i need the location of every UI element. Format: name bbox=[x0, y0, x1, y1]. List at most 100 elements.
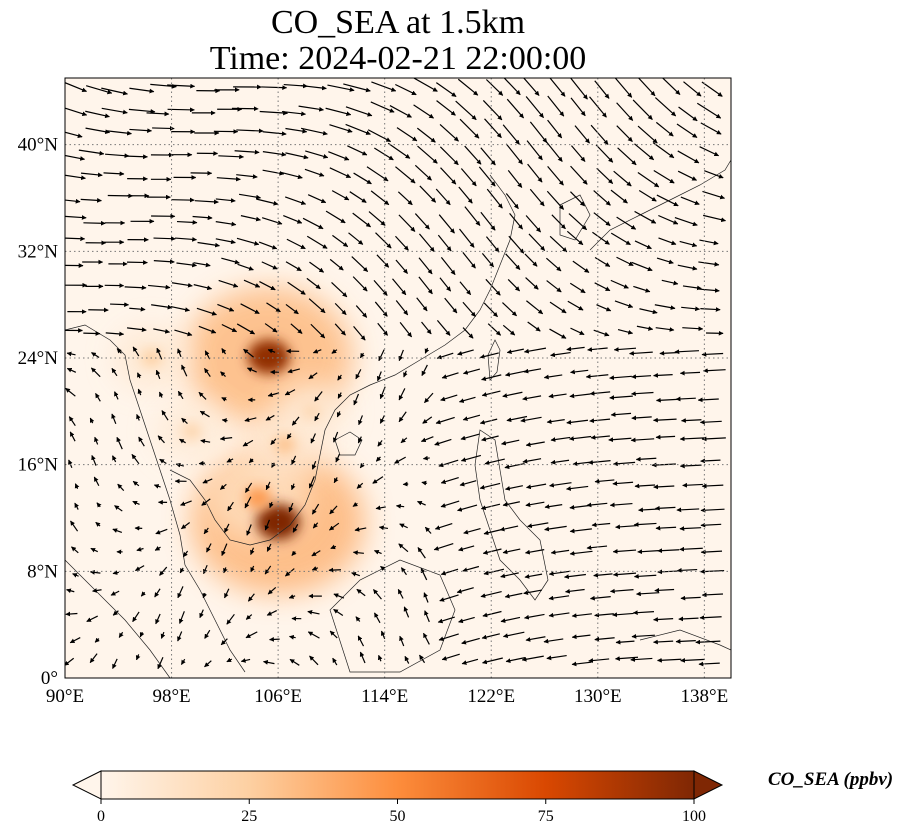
wind-arrow bbox=[171, 282, 193, 288]
wind-arrow bbox=[153, 484, 161, 489]
wind-arrow bbox=[637, 125, 658, 144]
wind-arrow bbox=[438, 214, 455, 234]
wind-arrow bbox=[261, 85, 288, 91]
wind-arrow bbox=[285, 127, 308, 134]
wind-arrow bbox=[94, 436, 99, 445]
wind-arrow bbox=[223, 588, 230, 599]
wind-arrow bbox=[306, 235, 328, 249]
wind-arrow bbox=[287, 368, 301, 374]
wind-arrow bbox=[290, 483, 296, 491]
wind-arrow bbox=[221, 348, 227, 355]
wind-arrow bbox=[676, 567, 698, 573]
wind-arrow bbox=[417, 547, 426, 559]
wind-arrow bbox=[290, 323, 303, 334]
wind-arrow bbox=[367, 129, 392, 143]
wind-arrow bbox=[574, 125, 591, 144]
wind-arrow bbox=[310, 323, 326, 339]
wind-arrow bbox=[152, 126, 175, 131]
wind-arrow bbox=[376, 254, 390, 268]
wind-arrow bbox=[674, 349, 699, 355]
wind-arrow bbox=[484, 458, 505, 466]
wind-arrow bbox=[615, 639, 635, 645]
wind-arrow bbox=[424, 347, 430, 354]
lat-tick-label: 16°N bbox=[18, 455, 59, 476]
wind-arrow bbox=[129, 128, 152, 134]
wind-arrow bbox=[177, 390, 184, 400]
wind-arrow bbox=[461, 658, 479, 665]
wind-arrow bbox=[525, 96, 544, 119]
wind-arrow bbox=[69, 431, 76, 442]
wind-arrow bbox=[396, 127, 418, 142]
wind-arrow bbox=[570, 369, 589, 375]
wind-arrow bbox=[250, 565, 255, 573]
wind-arrow bbox=[550, 549, 570, 555]
wind-arrow bbox=[262, 169, 285, 176]
wind-arrow bbox=[215, 238, 236, 245]
wind-arrow bbox=[289, 658, 300, 666]
wind-arrow bbox=[289, 634, 296, 640]
wind-arrow bbox=[702, 190, 725, 200]
wind-arrow bbox=[377, 440, 383, 447]
wind-arrow bbox=[616, 125, 633, 143]
wind-arrow bbox=[506, 98, 525, 119]
wind-arrow bbox=[595, 144, 614, 163]
wind-arrow bbox=[609, 588, 634, 594]
wind-arrow bbox=[681, 418, 702, 423]
wind-arrow bbox=[372, 476, 384, 484]
wind-arrow bbox=[288, 502, 294, 513]
wind-arrow bbox=[307, 194, 327, 204]
wind-arrow bbox=[264, 565, 272, 575]
wind-arrow bbox=[525, 636, 546, 642]
wind-arrow bbox=[677, 150, 700, 164]
wind-arrow bbox=[267, 392, 280, 398]
wind-arrow bbox=[375, 232, 392, 249]
wind-arrow bbox=[700, 307, 721, 312]
wind-arrow bbox=[197, 241, 220, 248]
wind-arrow bbox=[590, 434, 610, 440]
wind-arrow bbox=[136, 546, 144, 552]
wind-arrow bbox=[116, 436, 123, 450]
wind-arrow bbox=[129, 306, 146, 312]
wind-arrow bbox=[414, 213, 430, 230]
wind-arrow bbox=[679, 463, 702, 469]
wind-arrow bbox=[65, 236, 86, 242]
wind-arrow bbox=[481, 633, 500, 640]
wind-arrow bbox=[652, 142, 675, 159]
wind-arrow bbox=[596, 167, 614, 184]
wind-arrow bbox=[398, 349, 404, 362]
wind-arrow bbox=[337, 392, 343, 399]
wind-arrow bbox=[65, 657, 75, 666]
wind-arrow bbox=[653, 639, 674, 645]
wind-arrow bbox=[549, 235, 568, 253]
wind-arrow bbox=[434, 438, 452, 446]
wind-arrow bbox=[571, 613, 592, 618]
wind-arrow bbox=[656, 194, 679, 207]
wind-arrow bbox=[701, 436, 726, 442]
wind-arrow bbox=[661, 279, 679, 286]
wind-arrow bbox=[593, 190, 611, 206]
wind-arrow bbox=[355, 616, 361, 622]
wind-arrow bbox=[198, 325, 217, 334]
wind-arrow bbox=[421, 321, 432, 335]
wind-arrow bbox=[194, 199, 219, 205]
wind-arrow bbox=[91, 455, 97, 466]
wind-arrow bbox=[593, 212, 611, 227]
wind-arrow bbox=[395, 300, 409, 316]
wind-arrow bbox=[156, 347, 163, 360]
wind-arrow bbox=[698, 661, 720, 667]
wind-arrow bbox=[420, 436, 434, 443]
wind-arrow bbox=[460, 433, 480, 441]
wind-arrow bbox=[636, 325, 654, 331]
wind-arrow bbox=[566, 419, 589, 425]
wind-arrow bbox=[219, 436, 233, 441]
wind-arrow bbox=[221, 418, 228, 423]
wind-arrow bbox=[354, 527, 367, 532]
wind-arrow bbox=[399, 635, 405, 647]
wind-arrow bbox=[459, 228, 475, 248]
wind-arrow bbox=[287, 281, 306, 295]
wind-arrow bbox=[137, 372, 142, 379]
wind-arrow bbox=[333, 608, 344, 616]
wind-arrow bbox=[422, 632, 430, 645]
wind-arrow bbox=[176, 220, 198, 225]
